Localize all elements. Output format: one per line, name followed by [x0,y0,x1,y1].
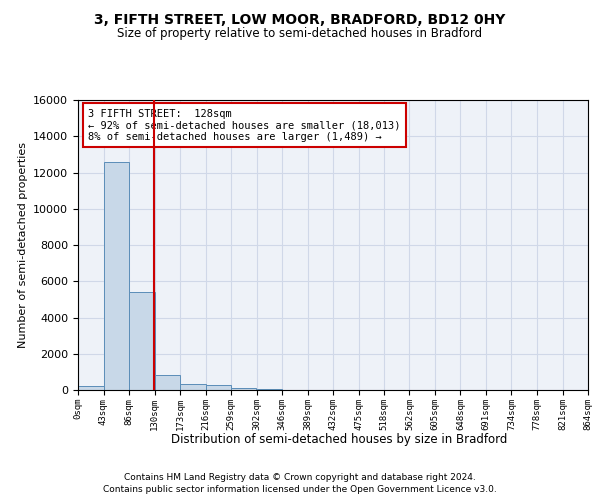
Y-axis label: Number of semi-detached properties: Number of semi-detached properties [17,142,28,348]
Text: 3, FIFTH STREET, LOW MOOR, BRADFORD, BD12 0HY: 3, FIFTH STREET, LOW MOOR, BRADFORD, BD1… [94,12,506,26]
Text: Size of property relative to semi-detached houses in Bradford: Size of property relative to semi-detach… [118,28,482,40]
Bar [231,388,256,390]
Text: Contains HM Land Registry data © Crown copyright and database right 2024.: Contains HM Land Registry data © Crown c… [124,472,476,482]
Text: Distribution of semi-detached houses by size in Bradford: Distribution of semi-detached houses by … [171,432,507,446]
Bar [104,162,129,390]
Bar [180,384,205,390]
Bar [205,385,231,390]
Bar [129,292,155,390]
Bar [155,374,180,390]
Bar [78,386,104,390]
Bar [257,388,282,390]
Text: Contains public sector information licensed under the Open Government Licence v3: Contains public sector information licen… [103,485,497,494]
Text: 3 FIFTH STREET:  128sqm
← 92% of semi-detached houses are smaller (18,013)
8% of: 3 FIFTH STREET: 128sqm ← 92% of semi-det… [88,108,401,142]
